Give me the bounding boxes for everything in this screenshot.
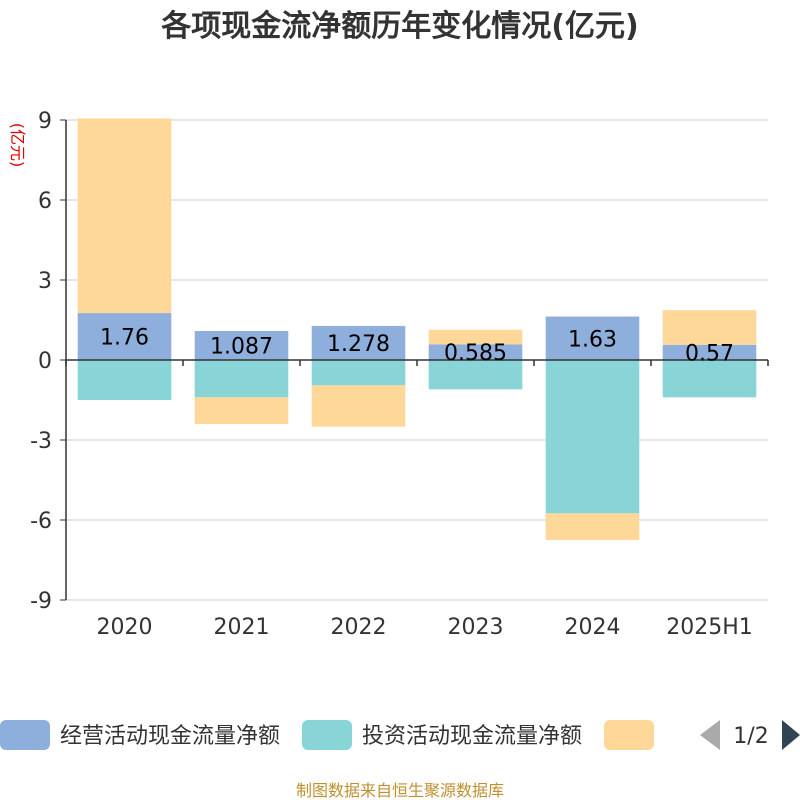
y-tick-label: -3 (30, 429, 52, 454)
bar-series-0-2024 (545, 316, 640, 360)
grid-lines (66, 119, 768, 601)
bar-series-0-2022 (311, 325, 406, 360)
bar-series-0-2025H1 (662, 344, 757, 360)
bars (77, 118, 757, 540)
source-note: 制图数据来自恒生聚源数据库 (296, 781, 504, 800)
data-label: 1.76 (100, 326, 149, 351)
legend-label-1[interactable]: 投资活动现金流量净额 (362, 724, 582, 749)
legend-swatch-1[interactable] (302, 720, 353, 750)
x-tick-label: 2023 (448, 615, 504, 640)
bar-series-2-2021 (194, 397, 289, 424)
y-tick-label: 0 (38, 349, 52, 374)
data-labels: 1.76 1.087 1.278 0.585 1.63 0.57 (100, 326, 734, 367)
data-label: 1.087 (210, 335, 273, 360)
bar-series-1-2025H1 (662, 360, 757, 398)
bar-series-1-2023 (428, 360, 523, 390)
axes (60, 119, 769, 601)
data-label: 1.63 (568, 327, 617, 352)
y-tick-label: -6 (30, 509, 52, 534)
bar-series-0-2021 (194, 331, 289, 360)
legend-next-icon[interactable] (782, 720, 800, 750)
x-tick-label: 2022 (331, 615, 387, 640)
legend-prev-icon[interactable] (700, 720, 720, 750)
y-tick-label: 6 (38, 189, 52, 214)
y-axis-unit: (亿元) (8, 123, 27, 168)
legend-label-0[interactable]: 经营活动现金流量净额 (60, 724, 280, 749)
bar-series-2-2023 (428, 329, 523, 345)
bar-series-2-2024 (545, 513, 640, 540)
y-tick-label: 9 (38, 109, 52, 134)
legend-swatch-2[interactable] (604, 720, 655, 750)
y-tick-label: -9 (30, 589, 52, 614)
bar-series-1-2020 (77, 360, 172, 400)
bar-series-1-2024 (545, 360, 640, 514)
x-tick-label: 2024 (565, 615, 621, 640)
tick-labels: 9 6 3 0 -3 -6 -9 2020 2021 2022 2023 2024 2025H1 (30, 109, 753, 640)
y-tick-label: 3 (38, 269, 52, 294)
bar-series-1-2022 (311, 360, 406, 386)
chart-title: 各项现金流净额历年变化情况(亿元) (160, 9, 638, 44)
bar-series-2-2020 (77, 118, 172, 314)
legend: 经营活动现金流量净额 投资活动现金流量净额 1/2 (0, 720, 800, 750)
bar-series-0-2023 (428, 344, 523, 360)
legend-page-indicator: 1/2 (733, 724, 768, 749)
bar-series-0-2020 (77, 313, 172, 360)
legend-swatch-0[interactable] (0, 720, 50, 750)
data-label: 0.57 (685, 341, 734, 366)
x-tick-label: 2021 (214, 615, 270, 640)
bar-series-1-2021 (194, 360, 289, 398)
bar-series-2-2025H1 (662, 310, 757, 345)
x-tick-label: 2025H1 (666, 615, 753, 640)
x-tick-label: 2020 (97, 615, 153, 640)
data-label: 0.585 (444, 341, 507, 366)
data-label: 1.278 (327, 332, 390, 357)
bar-series-2-2022 (311, 385, 406, 427)
